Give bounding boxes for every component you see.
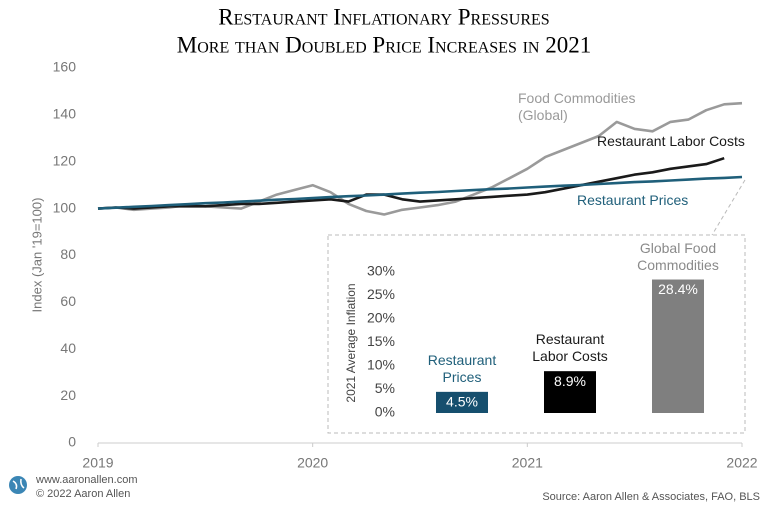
y-tick-label: 20 [60, 387, 76, 403]
series-label: Food Commodities (Global) [518, 90, 636, 123]
bar [544, 371, 596, 413]
y-tick-label: 5% [375, 380, 395, 396]
y-tick-label: 15% [367, 333, 395, 349]
source: Source: Aaron Allen & Associates, FAO, B… [542, 491, 760, 503]
bar [652, 279, 704, 413]
series-label: Restaurant Prices [577, 192, 689, 208]
series-label: Restaurant Labor Costs [597, 133, 745, 149]
y-tick-label: 25% [367, 286, 395, 302]
copyright: © 2022 Aaron Allen [36, 488, 130, 500]
chart-subtitle: More than Doubled Price Increases in 202… [177, 32, 591, 57]
category-label: Restaurant Labor Costs [532, 331, 608, 365]
y-tick-label: 140 [53, 106, 77, 122]
inset-connector [711, 179, 746, 236]
x-tick-label: 2020 [297, 455, 328, 471]
website: www.aaronallen.com [35, 474, 138, 486]
y-tick-label: 60 [60, 293, 76, 309]
inset-y-label: 2021 Average Inflation [344, 283, 358, 402]
category-label: Global Food Commodities [637, 239, 719, 273]
y-tick-label: 20% [367, 310, 395, 326]
series-line [97, 156, 725, 210]
y-tick-label: 30% [367, 263, 395, 279]
series-line [97, 175, 743, 210]
value-label: 4.5% [446, 394, 478, 410]
y-tick-label: 80 [60, 246, 76, 262]
y-axis-label: Index (Jan '19=100) [29, 198, 44, 313]
x-tick-label: 2019 [82, 455, 113, 471]
category-label: Restaurant Prices [427, 351, 497, 385]
value-label: 8.9% [554, 373, 586, 389]
chart-title: Restaurant Inflationary Pressures [218, 4, 549, 29]
y-tick-label: 100 [53, 199, 77, 215]
y-tick-label: 40 [60, 340, 76, 356]
y-tick-label: 120 [53, 152, 77, 168]
y-tick-label: 0% [375, 404, 395, 420]
y-tick-label: 10% [367, 357, 395, 373]
y-tick-label: 0 [68, 434, 76, 450]
x-tick-label: 2021 [512, 455, 543, 471]
value-label: 28.4% [658, 281, 698, 297]
x-tick-label: 2022 [726, 455, 757, 471]
logo [9, 476, 27, 494]
y-tick-label: 160 [53, 59, 77, 75]
bar [436, 391, 488, 413]
inset-box [327, 234, 746, 434]
